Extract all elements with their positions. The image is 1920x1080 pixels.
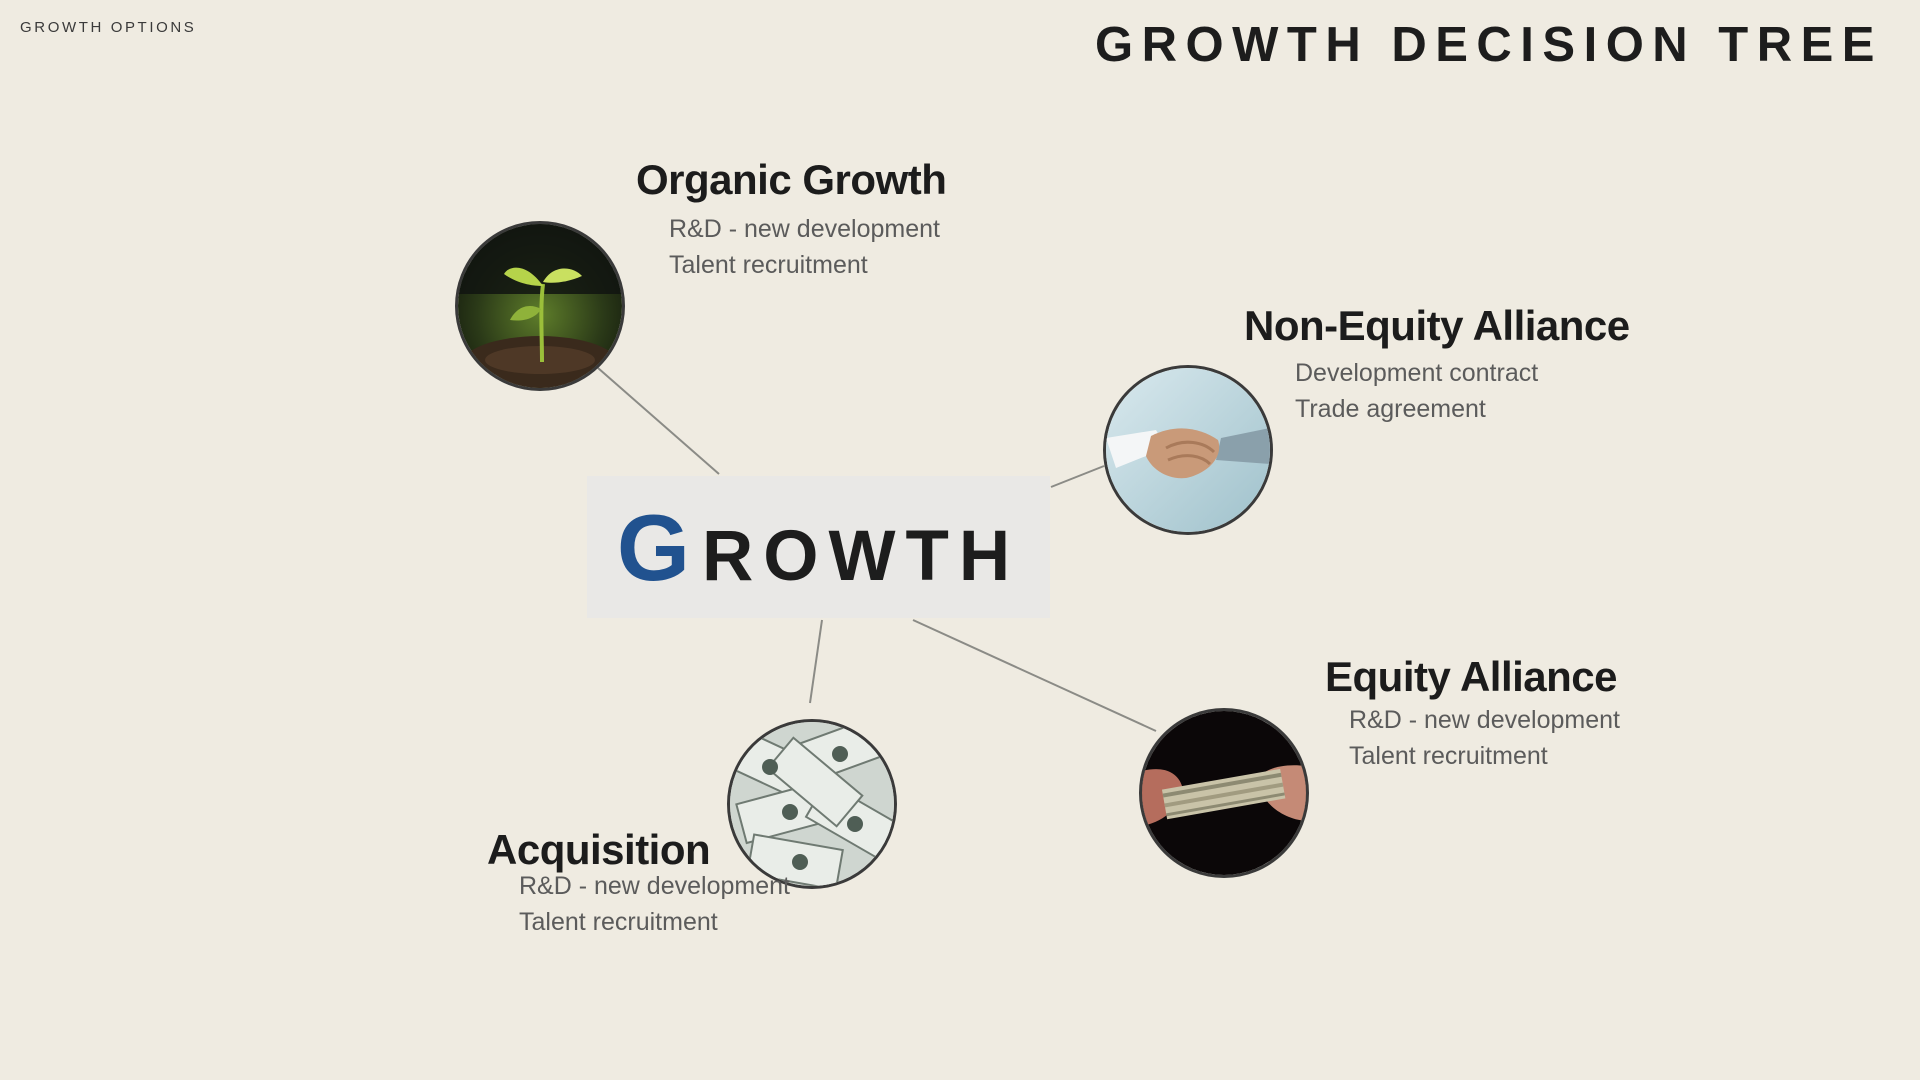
slide-title: GROWTH DECISION TREE	[1095, 18, 1883, 72]
growth-center-box: G ROWTH	[587, 476, 1050, 618]
connector-non-equity	[1050, 465, 1105, 488]
node-title-acquisition: Acquisition	[487, 826, 711, 873]
node-line: R&D - new development	[669, 215, 940, 243]
node-title-organic-growth: Organic Growth	[636, 156, 947, 203]
growth-initial: G	[616, 495, 690, 600]
growth-rest: ROWTH	[701, 517, 1021, 596]
slide-kicker: GROWTH OPTIONS	[20, 19, 197, 36]
node-line: Talent recruitment	[669, 251, 868, 279]
connector-organic	[597, 367, 720, 475]
money-handoff-icon	[1139, 708, 1309, 878]
growth-wordmark: G ROWTH	[587, 494, 1050, 602]
node-line: Trade agreement	[1295, 395, 1486, 423]
node-line: R&D - new development	[519, 872, 790, 900]
seedling-icon	[455, 221, 625, 391]
connector-acquisition	[809, 619, 823, 704]
node-title-non-equity-alliance: Non-Equity Alliance	[1244, 302, 1630, 349]
handshake-icon	[1103, 365, 1273, 535]
node-line: R&D - new development	[1349, 706, 1620, 734]
node-title-equity-alliance: Equity Alliance	[1325, 653, 1618, 700]
dollar-bills-icon	[727, 719, 897, 889]
connector-equity	[912, 619, 1157, 732]
node-line: Talent recruitment	[1349, 742, 1548, 770]
node-line: Talent recruitment	[519, 908, 718, 936]
node-line: Development contract	[1295, 359, 1539, 387]
